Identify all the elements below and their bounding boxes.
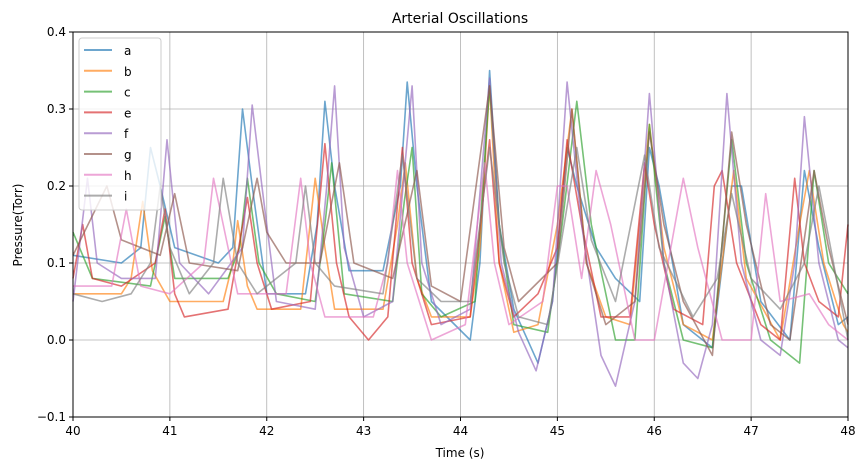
legend-box [78, 37, 162, 211]
series-line-i [72, 146, 849, 341]
x-tick-label: 46 [647, 424, 662, 438]
chart-title: Arterial Oscillations [392, 11, 528, 27]
legend-label-g: g [124, 148, 132, 162]
y-tick-label: 0.0 [47, 333, 66, 347]
x-tick-label: 41 [162, 424, 177, 438]
x-tick-label: 43 [356, 424, 371, 438]
x-axis-label: Time (s) [435, 446, 485, 460]
series-lines [72, 69, 849, 388]
y-ticks: −0.1 0.0 0.1 0.2 0.3 0.4 [37, 25, 73, 424]
x-tick-label: 42 [259, 424, 274, 438]
legend-label-h: h [124, 169, 132, 183]
series-line-h [73, 162, 849, 341]
y-tick-label: 0.1 [47, 256, 66, 270]
legend-label-c: c [124, 86, 131, 100]
legend-label-a: a [124, 44, 131, 58]
y-tick-label: 0.4 [47, 25, 66, 39]
y-axis-label: Pressure(Torr) [11, 184, 25, 267]
y-tick-label: 0.2 [47, 179, 66, 193]
y-tick-label: −0.1 [37, 410, 66, 424]
series-line-g [72, 85, 849, 357]
x-tick-label: 40 [65, 424, 80, 438]
x-ticks: 40 41 42 43 44 45 46 47 48 [65, 417, 856, 438]
legend-label-i: i [124, 190, 127, 204]
series-line-f [72, 77, 849, 388]
series-line-e [72, 139, 849, 341]
x-tick-label: 45 [550, 424, 565, 438]
x-tick-label: 47 [743, 424, 758, 438]
legend-label-b: b [124, 65, 132, 79]
legend-label-f: f [124, 127, 129, 141]
x-tick-label: 44 [453, 424, 468, 438]
legend-label-e: e [124, 106, 131, 120]
x-tick-label: 48 [840, 424, 855, 438]
grid [72, 31, 849, 418]
y-tick-label: 0.3 [47, 102, 66, 116]
